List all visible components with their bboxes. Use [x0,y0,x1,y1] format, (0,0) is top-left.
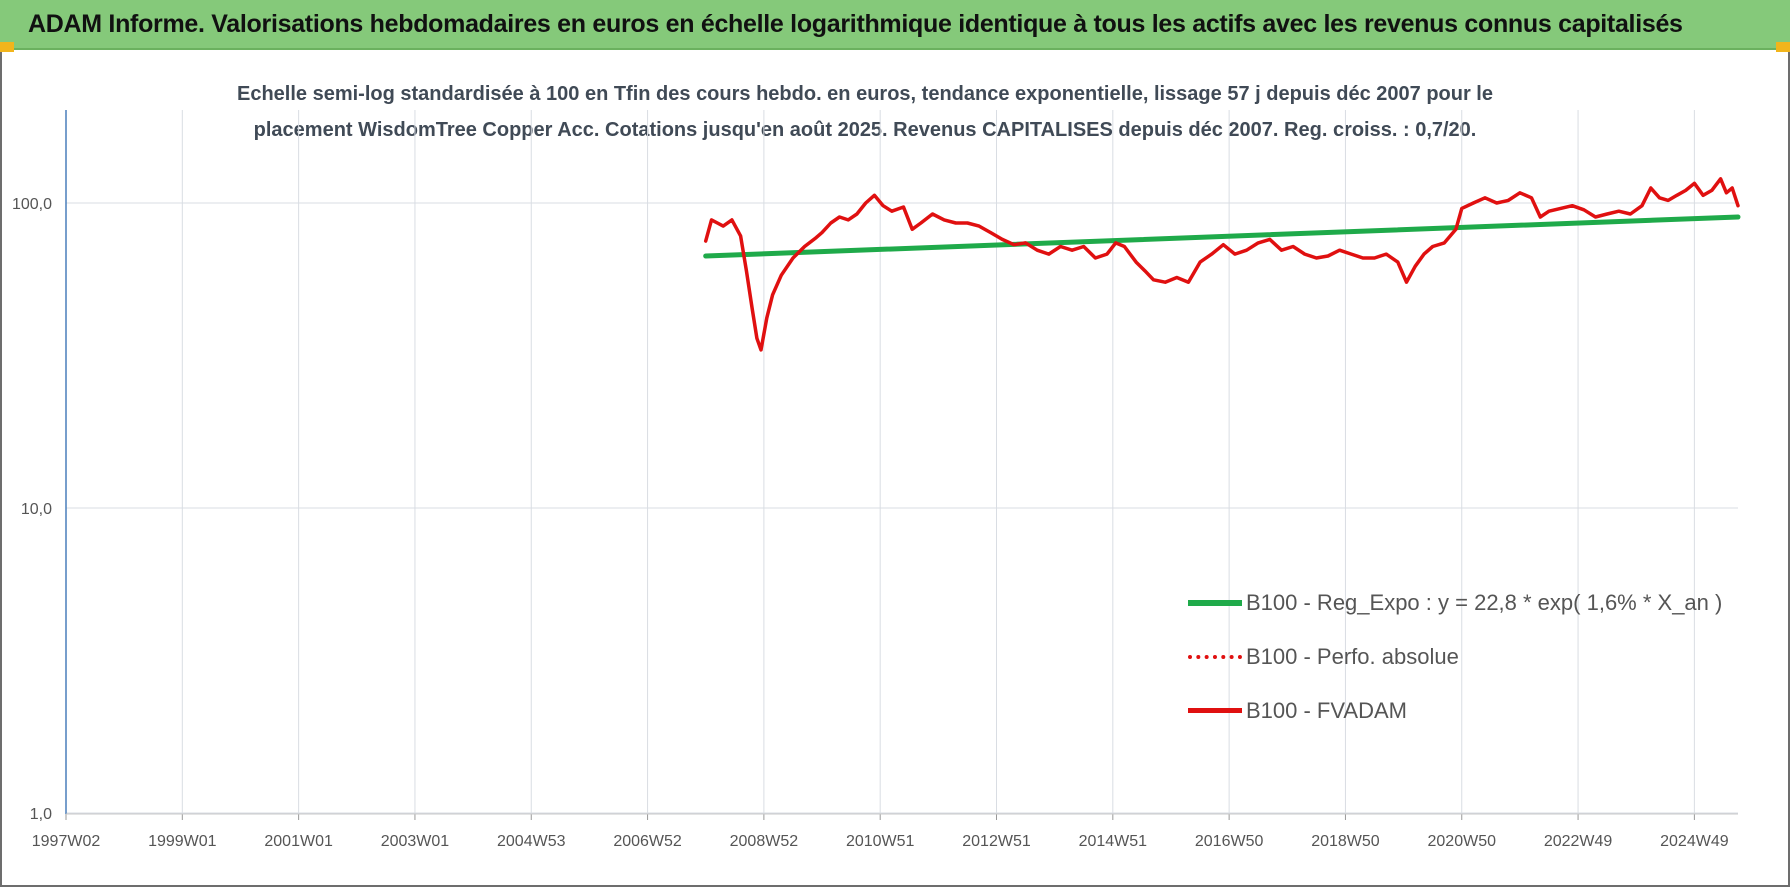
x-tick-label: 2022W49 [1544,833,1613,850]
x-tick-label: 2006W52 [613,833,682,850]
x-tick-label: 2010W51 [846,833,915,850]
x-tick-label: 2018W50 [1311,833,1380,850]
x-tick-label: 1999W01 [148,833,217,850]
x-tick-label: 2003W01 [381,833,450,850]
legend-swatch-trend [1188,600,1242,606]
y-tick-label: 10,0 [21,501,52,518]
header-bar: ADAM Informe. Valorisations hebdomadaire… [0,0,1790,50]
legend-swatch-fvadam [1188,708,1242,713]
axes [65,110,1738,820]
x-tick-label: 2012W51 [962,833,1031,850]
chart-plot: 1,0 10,0 100,0 1997W02 1999W01 2001W01 2003W01… [12,110,1741,850]
y-tick-label: 100,0 [12,196,52,213]
corner-marker-right [1776,42,1790,52]
legend-label-trend: B100 - Reg_Expo : y = 22,8 * exp( 1,6% *… [1246,590,1723,615]
x-tick-label: 2001W01 [264,833,333,850]
grid [65,110,1738,814]
y-tick-label: 1,0 [30,806,52,823]
x-tick-label: 2024W49 [1660,833,1729,850]
legend-label-fvadam: B100 - FVADAM [1246,698,1407,723]
legend-label-perf: B100 - Perfo. absolue [1246,644,1459,669]
x-tick-label: 2020W50 [1428,833,1497,850]
x-tick-label: 2004W53 [497,833,566,850]
series-line-2 [703,177,1740,352]
chart-subtitle-line1: Echelle semi-log standardisée à 100 en T… [237,83,1493,105]
tick-labels: 1,0 10,0 100,0 1997W02 1999W01 2001W01 2003W01… [12,196,1729,850]
x-tick-label: 1997W02 [32,833,101,850]
chart-subtitle: Echelle semi-log standardisée à 100 en T… [200,76,1530,148]
series [703,177,1741,352]
x-tick-label: 2016W50 [1195,833,1264,850]
page-title: ADAM Informe. Valorisations hebdomadaire… [28,10,1683,38]
series-line-0 [703,214,1741,259]
x-tick-label: 2008W52 [730,833,799,850]
chart-subtitle-line2: placement WisdomTree Copper Acc. Cotatio… [253,119,1477,141]
legend-swatch-perf [1188,655,1242,659]
x-tick-label: 2014W51 [1079,833,1148,850]
corner-marker-left [0,42,14,52]
